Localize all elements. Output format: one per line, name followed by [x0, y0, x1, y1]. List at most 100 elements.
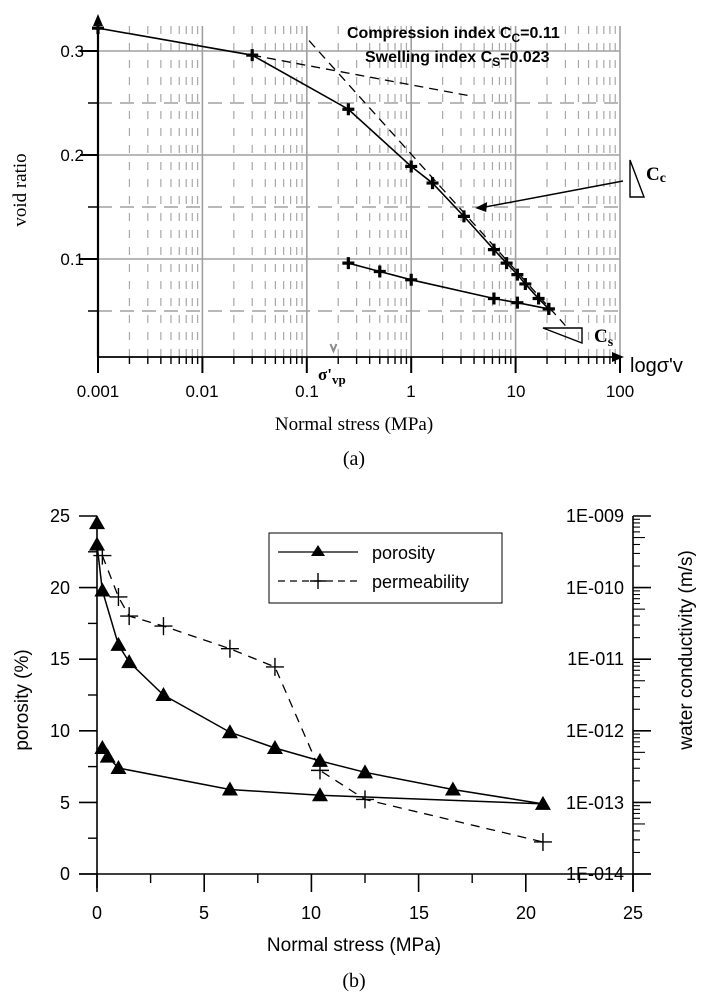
data-point-unloading — [487, 292, 500, 305]
ytick-label: 0.3 — [60, 42, 84, 61]
series-line-porosity — [96, 544, 544, 805]
cs-sub: s — [608, 335, 614, 350]
legend-permeability-marker — [310, 573, 326, 589]
cc-sub: c — [660, 171, 666, 186]
y2tick-label: 1E-014 — [566, 864, 624, 884]
data-point-permeability — [154, 617, 173, 636]
cc-label: Cc — [646, 164, 666, 186]
cs-main: C — [594, 326, 608, 347]
xtick-label: 0 — [92, 903, 102, 923]
y2tick-label: 1E-013 — [566, 793, 624, 813]
data-point-loading — [511, 268, 524, 281]
data-point-permeability — [533, 832, 552, 851]
data-point-unloading — [373, 265, 386, 278]
preconsolidation-label: σ'vp — [318, 365, 346, 387]
data-point-porosity — [110, 636, 127, 651]
data-point-porosity — [357, 764, 373, 779]
xtick-label: 100 — [606, 382, 634, 401]
y-axis-arrow — [93, 14, 103, 26]
cs-label: Cs — [594, 326, 614, 350]
data-point-loading — [519, 277, 532, 290]
swelling-sub: S — [492, 55, 500, 69]
data-point-porosity — [221, 781, 238, 796]
legend-porosity-label: porosity — [372, 543, 435, 563]
series-group — [92, 22, 646, 354]
data-point-porosity — [311, 787, 328, 802]
cc-main: C — [646, 164, 660, 185]
data-point-permeability — [93, 546, 112, 565]
data-point-unloading — [511, 296, 524, 309]
data-point-permeability — [265, 657, 284, 676]
data-point-loading — [92, 22, 104, 35]
ytick-label: 15 — [50, 649, 70, 669]
xtick-label: 25 — [623, 903, 643, 923]
data-point-unloading — [542, 302, 555, 315]
labels: 0.3 0.2 0.1 0.001 0.01 0.1 1 10 100 Norm… — [10, 25, 683, 470]
data-point-porosity — [110, 760, 127, 775]
xtick-label: 0.001 — [77, 382, 120, 401]
ytick-label: 20 — [50, 578, 70, 598]
swelling-text: Swelling index C — [365, 49, 493, 66]
swelling-index-annotation: Swelling index CS=0.023 — [365, 49, 550, 69]
ytick-label: 10 — [50, 721, 70, 741]
sigma-main: σ' — [318, 365, 332, 384]
data-point-porosity — [121, 654, 138, 669]
data-point-porosity — [89, 536, 105, 551]
data-point-loading — [342, 103, 355, 116]
y2tick-label: 1E-012 — [566, 721, 624, 741]
data-point-porosity — [94, 739, 111, 754]
legend-box — [268, 532, 503, 604]
data-point-porosity — [311, 752, 328, 767]
chart-b-porosity-permeability: 0 5 10 15 20 25 0 5 10 15 20 25 1E-009 1… — [12, 506, 697, 992]
sigma-sub: vp — [332, 372, 346, 387]
xtick-label: 10 — [301, 903, 321, 923]
xtick-label: 10 — [507, 382, 526, 401]
cc-arrow-line — [485, 180, 624, 208]
series-line-compression-tangent — [308, 40, 566, 326]
compression-text: Compression index C — [347, 25, 512, 42]
labels: 0 5 10 15 20 25 0 5 10 15 20 25 1E-009 1… — [12, 506, 697, 992]
legend: porosity permeability — [268, 532, 503, 604]
axes — [79, 515, 651, 892]
legend-porosity-marker — [311, 545, 325, 556]
ytick-label: 5 — [60, 793, 70, 813]
x-axis-title: Normal stress (MPa) — [267, 935, 441, 956]
ytick-label: 0 — [60, 864, 70, 884]
data-point-permeability — [310, 761, 329, 780]
data-point-porosity — [266, 739, 283, 754]
x-axis-arrow — [612, 352, 624, 362]
data-point-porosity — [89, 515, 105, 530]
cs-slope-triangle — [542, 327, 583, 345]
compression-index-annotation: Compression index CC=0.11 — [347, 25, 560, 45]
data-point-permeability — [220, 639, 239, 658]
legend-permeability-label: permeability — [372, 572, 469, 592]
y2tick-label: 1E-011 — [567, 649, 624, 669]
data-point-unloading — [342, 257, 355, 270]
ytick-label: 0.1 — [60, 250, 84, 269]
xtick-label: 1 — [406, 382, 415, 401]
xtick-label: 20 — [516, 903, 536, 923]
cc-slope-triangle — [629, 159, 646, 198]
data-point-loading — [500, 257, 513, 270]
data-point-loading — [246, 49, 259, 62]
y-axis-title: porosity (%) — [12, 649, 33, 750]
series-line-permeability — [101, 555, 544, 843]
cc-arrow-head — [475, 202, 488, 213]
preconsolidation-arrow — [329, 343, 338, 354]
data-point-loading — [426, 177, 439, 190]
x-axis-title: Normal stress (MPa) — [275, 414, 433, 435]
data-point-porosity — [534, 795, 551, 810]
chart-a-consolidation: 0.3 0.2 0.1 0.001 0.01 0.1 1 10 100 Norm… — [10, 14, 683, 470]
data-point-permeability — [120, 607, 139, 626]
data-point-unloading — [405, 273, 418, 286]
y-axis-title: void ratio — [10, 153, 31, 226]
axis-end-label: logσ'v — [630, 355, 683, 377]
y2-axis-title: water conductivity (m/s) — [676, 550, 697, 751]
data-point-permeability — [109, 587, 128, 606]
ytick-label: 25 — [50, 506, 70, 526]
y2tick-label: 1E-010 — [566, 578, 624, 598]
series-line-loading — [97, 27, 550, 310]
compression-sub: C — [511, 31, 520, 45]
data-point-permeability — [356, 790, 374, 809]
panel-label-b: (b) — [342, 970, 365, 992]
